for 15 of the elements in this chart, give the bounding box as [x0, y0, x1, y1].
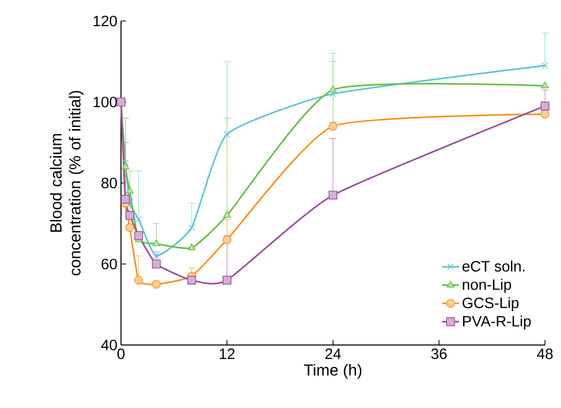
x-tick-label: 36: [431, 348, 447, 360]
y-tick-label: 120: [94, 16, 117, 26]
x-axis-title: Time (h): [304, 364, 362, 379]
y-axis-title: Blood calcium concentration (% of initial): [50, 91, 84, 276]
legend-label: eCT soln.: [462, 260, 524, 272]
y-tick-label: 60: [102, 258, 117, 270]
legend-label: GCS-Lip: [462, 297, 519, 312]
legend-label: non-Lip: [462, 278, 512, 293]
x-tick-label: 0: [117, 348, 125, 360]
legend-label: PVA-R-Lip: [463, 316, 531, 330]
y-tick-label: 40: [101, 340, 117, 350]
x-tick-label: 12: [220, 348, 235, 359]
y-tick-label: 80: [102, 178, 117, 188]
x-tick-label: 24: [325, 348, 341, 359]
x-tick-label: 48: [537, 348, 553, 360]
